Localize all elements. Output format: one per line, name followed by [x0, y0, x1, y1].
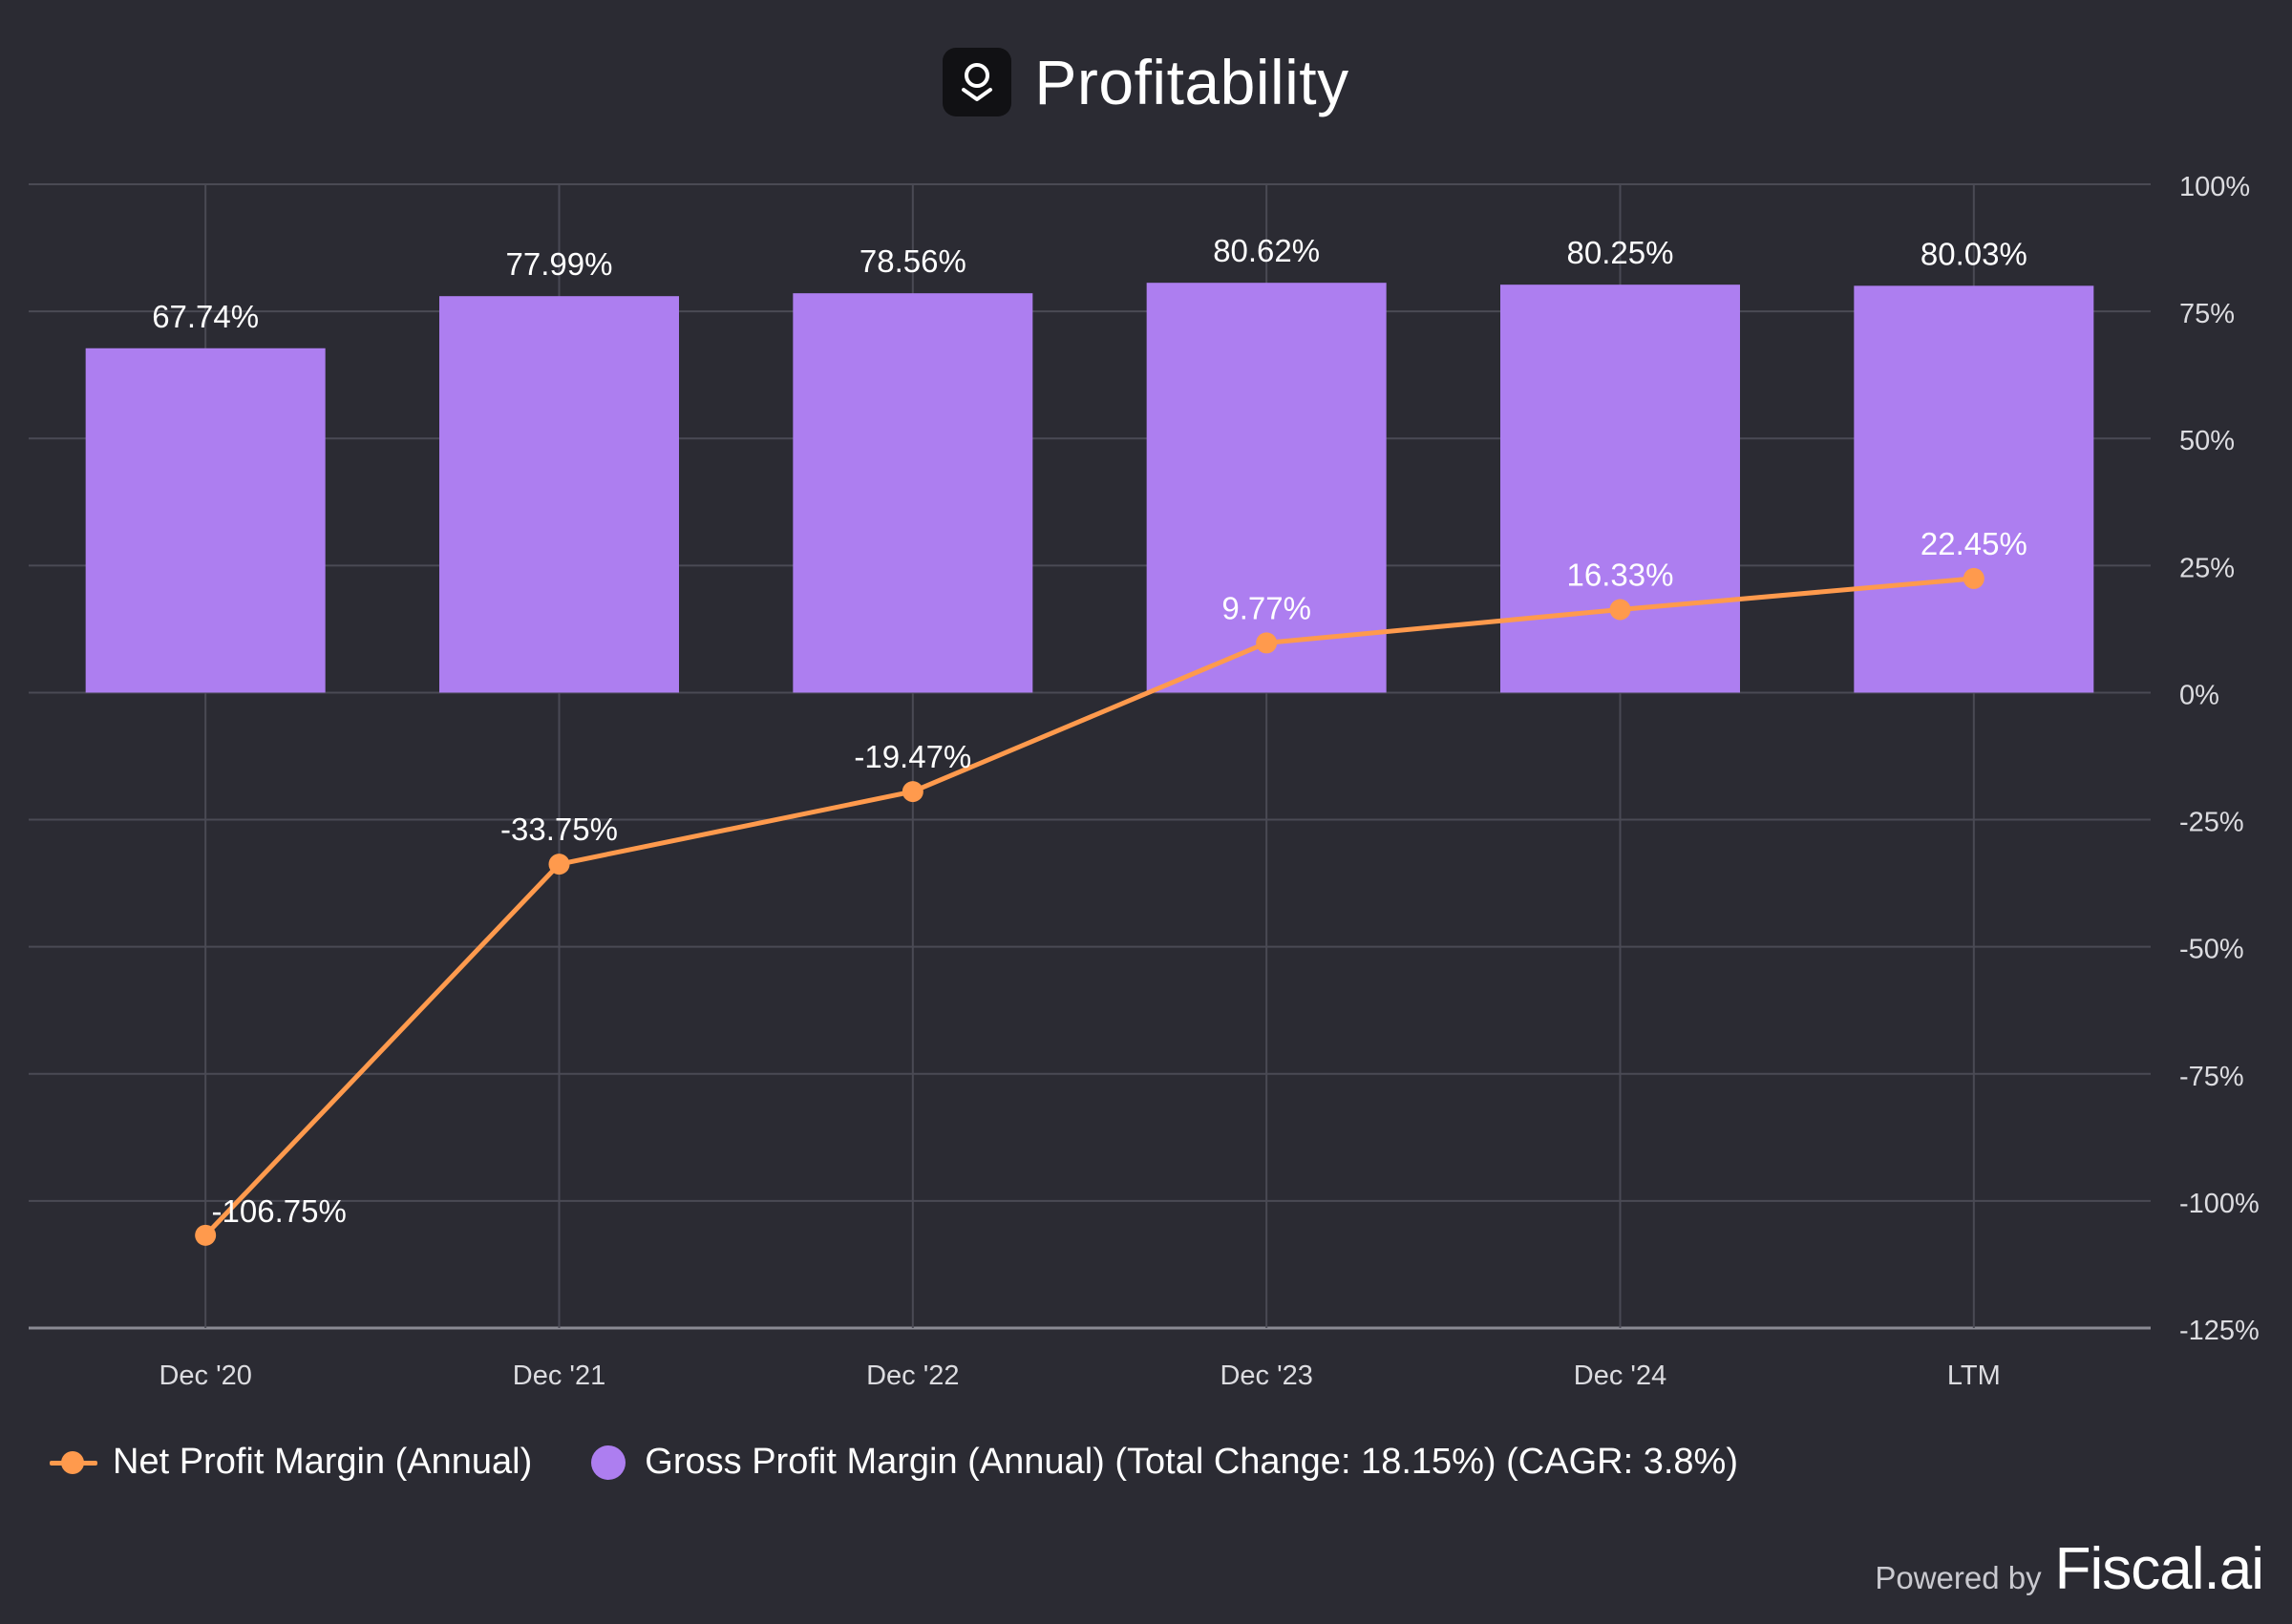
legend-item-net-profit-margin[interactable]: Net Profit Margin (Annual)	[50, 1442, 532, 1483]
chart-header: Profitability	[0, 46, 2292, 118]
x-tick-label: Dec '21	[513, 1360, 605, 1391]
bar-data-label: 78.56%	[860, 243, 966, 279]
bar-data-label: 77.99%	[506, 246, 613, 282]
line-data-label: 22.45%	[1921, 526, 2027, 561]
bar-data-label: 80.03%	[1921, 236, 2027, 271]
bar-gross-profit-margin	[1146, 283, 1387, 693]
chart-title: Profitability	[1034, 47, 1349, 117]
x-tick-label: Dec '24	[1574, 1360, 1666, 1391]
legend-label-net-profit-margin: Net Profit Margin (Annual)	[113, 1442, 533, 1482]
bar-data-label: 67.74%	[152, 299, 259, 334]
bar-data-label: 80.25%	[1567, 235, 1674, 270]
ring-logo-icon	[962, 63, 993, 101]
point-net-profit-margin	[1256, 632, 1278, 654]
y-tick-label: 75%	[2179, 299, 2235, 329]
powered-by-text: Powered by	[1875, 1560, 2042, 1595]
y-tick-label: 25%	[2179, 553, 2235, 583]
line-data-label: -33.75%	[500, 812, 618, 847]
bar-gross-profit-margin	[793, 293, 1033, 693]
bar-gross-profit-margin	[85, 348, 326, 693]
x-tick-label: Dec '20	[159, 1360, 251, 1391]
point-net-profit-margin	[1963, 567, 1984, 589]
legend-label-gross-profit-margin: Gross Profit Margin (Annual) (Total Chan…	[645, 1442, 1738, 1482]
bar-data-label: 80.62%	[1213, 233, 1320, 268]
line-data-label: 16.33%	[1567, 557, 1674, 592]
y-tick-label: -50%	[2179, 935, 2244, 965]
legend-line-marker-icon	[50, 1448, 97, 1477]
legend-dot-icon	[591, 1445, 626, 1480]
point-net-profit-margin	[902, 781, 923, 803]
line-data-label: 9.77%	[1221, 590, 1311, 625]
company-logo	[943, 48, 1012, 116]
line-data-label: -19.47%	[854, 739, 971, 774]
chart-legend: Net Profit Margin (Annual) Gross Profit …	[50, 1442, 1797, 1483]
bar-gross-profit-margin	[439, 296, 679, 693]
point-net-profit-margin	[548, 854, 570, 875]
y-tick-label: -100%	[2179, 1189, 2260, 1219]
y-tick-label: -25%	[2179, 808, 2244, 838]
line-net-profit-margin	[203, 576, 1975, 1237]
point-net-profit-margin	[195, 1224, 217, 1246]
attribution: Powered by Fiscal.ai	[1875, 1535, 2264, 1603]
y-tick-label: 50%	[2179, 426, 2235, 456]
y-tick-label: 0%	[2179, 680, 2219, 710]
line-data-label: -106.75%	[212, 1193, 347, 1229]
bar-gross-profit-margin	[1500, 285, 1740, 693]
x-tick-label: LTM	[1947, 1360, 2001, 1391]
bar-gross-profit-margin	[1854, 285, 2094, 693]
y-tick-label: -125%	[2179, 1316, 2260, 1346]
brand-logo-text[interactable]: Fiscal.ai	[2054, 1536, 2264, 1602]
point-net-profit-margin	[1609, 599, 1631, 621]
y-tick-label: 100%	[2179, 172, 2250, 202]
x-tick-label: Dec '22	[866, 1360, 959, 1391]
y-tick-label: -75%	[2179, 1062, 2244, 1092]
x-tick-label: Dec '23	[1220, 1360, 1312, 1391]
legend-item-gross-profit-margin[interactable]: Gross Profit Margin (Annual) (Total Chan…	[591, 1442, 1738, 1483]
